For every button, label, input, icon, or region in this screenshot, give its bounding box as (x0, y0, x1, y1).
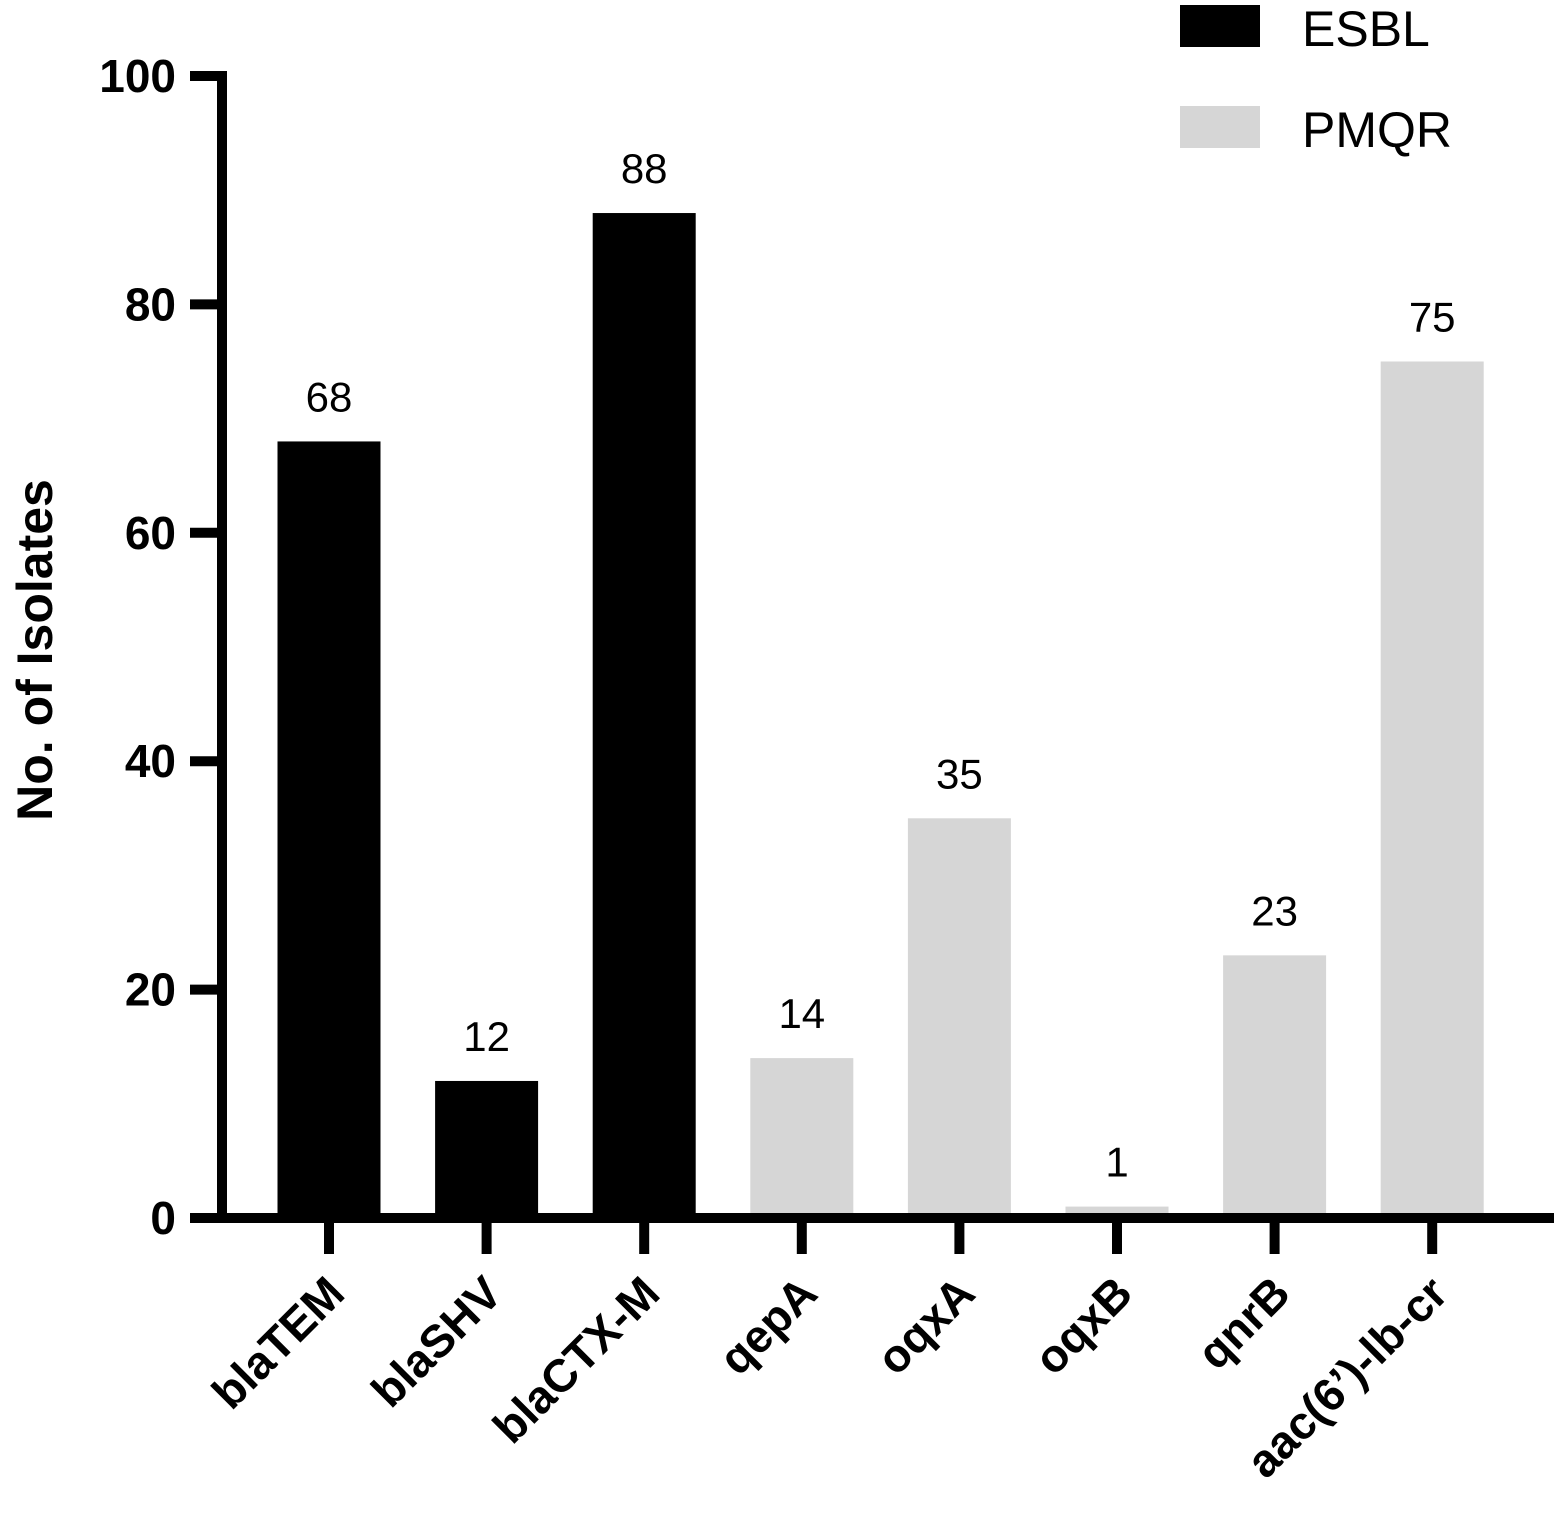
y-tick-label: 40 (125, 735, 176, 787)
data-label: 35 (936, 750, 983, 797)
y-tick-label: 0 (150, 1192, 176, 1244)
legend: ESBL PMQR (1180, 1, 1452, 158)
bar (750, 1058, 854, 1218)
bar (1065, 1206, 1169, 1218)
x-category-label: qnrB (1187, 1266, 1300, 1379)
x-category-label: blaSHV (361, 1266, 512, 1417)
bar (435, 1080, 539, 1218)
data-label: 88 (621, 145, 668, 192)
legend-label-pmqr: PMQR (1302, 102, 1452, 158)
x-category-label: blaCTX-M (483, 1266, 670, 1453)
bar (592, 213, 696, 1219)
data-label: 68 (306, 373, 353, 420)
legend-swatch-pmqr (1180, 106, 1260, 148)
bar (1223, 955, 1327, 1218)
x-category-label: blaTEM (202, 1266, 354, 1418)
x-category-label: qepA (709, 1266, 827, 1384)
legend-swatch-esbl (1180, 5, 1260, 47)
data-label: 14 (778, 990, 825, 1037)
y-axis-title: No. of Isolates (7, 479, 63, 821)
y-ticks-layer: 0 20 40 60 80 100 (99, 50, 222, 1244)
bar (907, 818, 1011, 1218)
y-tick-label: 100 (99, 50, 176, 102)
y-tick-label: 80 (125, 278, 176, 330)
data-label: 23 (1251, 887, 1298, 934)
bar (277, 441, 381, 1218)
legend-label-esbl: ESBL (1302, 1, 1430, 57)
axes-layer (217, 71, 1554, 1223)
bar (1380, 361, 1484, 1218)
x-category-label: oqxB (1024, 1266, 1142, 1384)
bars-layer (277, 213, 1484, 1219)
data-label: 75 (1409, 294, 1456, 341)
x-category-label: oqxA (866, 1266, 984, 1384)
data-label: 12 (463, 1013, 510, 1060)
y-tick-label: 20 (125, 964, 176, 1016)
data-label: 1 (1105, 1139, 1128, 1186)
data-labels-layer: 68 12 88 14 35 1 23 75 (306, 145, 1456, 1186)
y-tick-label: 60 (125, 507, 176, 559)
